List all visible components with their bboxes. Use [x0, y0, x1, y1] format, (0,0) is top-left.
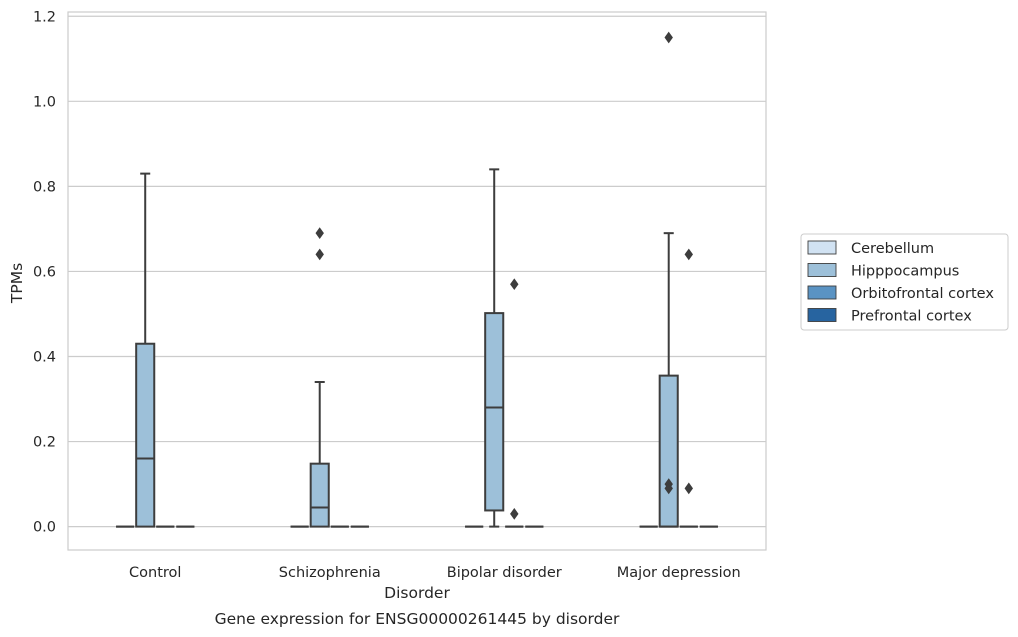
box-body — [484, 312, 505, 512]
legend: Cerebellum Hipppocampus Orbitofrontal cort… — [800, 233, 1009, 331]
x-tick-label: Control — [129, 565, 181, 581]
legend-swatch — [807, 285, 837, 300]
y-tick-label: 0.0 — [33, 520, 56, 536]
plot-frame — [67, 11, 767, 551]
outlier-point — [664, 31, 673, 44]
gridlines — [68, 15, 766, 528]
outlier-point — [510, 278, 519, 291]
y-tick-label: 1.0 — [33, 94, 56, 110]
box-body — [658, 374, 679, 528]
legend-swatch — [807, 240, 837, 255]
legend-label: Prefrontal cortex — [851, 309, 972, 325]
x-tick-label: Major depression — [617, 565, 741, 581]
x-axis-title: Disorder — [384, 584, 450, 602]
x-tick-label: Bipolar disorder — [447, 565, 562, 581]
x-tick-label: Schizophrenia — [279, 565, 381, 581]
box-orbitofrontal-cortex — [505, 278, 524, 528]
x-tick-labels: Control Schizophrenia Bipolar disorder Majo… — [129, 565, 741, 581]
legend-frame — [800, 233, 1009, 331]
box-body — [135, 342, 156, 528]
y-tick-label: 0.6 — [33, 264, 56, 280]
outlier-point — [315, 227, 324, 240]
box-hipppocampus — [658, 31, 679, 528]
y-tick-label: 0.2 — [33, 435, 56, 451]
y-tick-label: 0.4 — [33, 349, 56, 365]
y-tick-label: 0.8 — [33, 179, 56, 195]
legend-label: Orbitofrontal cortex — [851, 286, 994, 302]
box-orbitofrontal-cortex — [679, 248, 698, 528]
legend-label: Cerebellum — [851, 241, 934, 257]
legend-label: Hipppocampus — [851, 264, 959, 280]
box-hipppocampus — [309, 227, 330, 528]
chart-caption: Gene expression for ENSG00000261445 by d… — [215, 610, 620, 628]
legend-swatch — [807, 308, 837, 322]
outlier-point — [664, 482, 673, 495]
outlier-point — [510, 507, 519, 520]
y-tick-labels: 0.0 0.2 0.4 0.6 0.8 1.0 1.2 — [33, 9, 56, 535]
box-body — [309, 462, 330, 528]
outlier-point — [315, 248, 324, 261]
legend-swatch — [807, 263, 837, 277]
box-hipppocampus — [135, 172, 156, 528]
y-tick-label: 1.2 — [33, 9, 56, 25]
y-axis-title: TPMs — [8, 263, 26, 304]
outlier-point — [684, 248, 694, 261]
box-hipppocampus — [484, 168, 505, 528]
outlier-point — [684, 482, 694, 495]
boxes-layer — [116, 31, 718, 528]
